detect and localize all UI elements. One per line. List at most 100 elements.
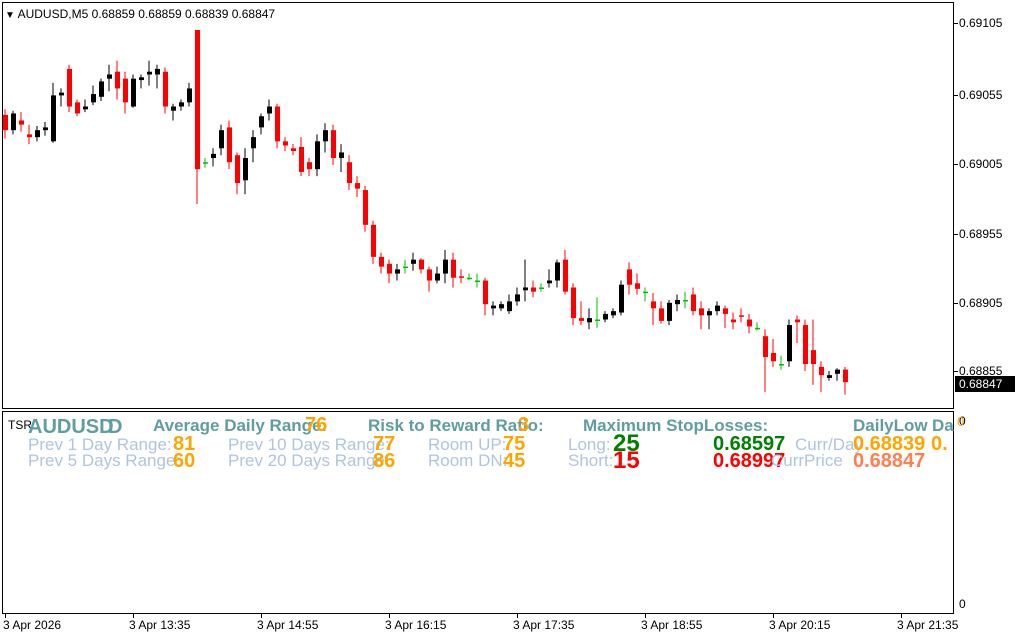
candle xyxy=(619,280,624,316)
candle xyxy=(83,99,88,113)
candle xyxy=(187,82,192,107)
candle xyxy=(203,158,208,168)
long-label: Long: xyxy=(568,435,611,454)
candle xyxy=(11,110,16,135)
candle xyxy=(443,249,448,284)
candle xyxy=(179,99,184,111)
candle xyxy=(843,366,848,395)
candle xyxy=(107,64,112,92)
indicator-pane[interactable] xyxy=(2,411,954,614)
curr-price-value: 0.68847 xyxy=(853,450,926,472)
overlay-symbol-ghost: D xyxy=(108,416,123,438)
candle xyxy=(459,269,464,284)
prev5-label: Prev 5 Days Range: xyxy=(28,451,181,470)
candle xyxy=(91,85,96,106)
overlay-right-zero: 0 xyxy=(957,414,965,429)
price-axis-label: 0.69105 xyxy=(959,16,1003,30)
avg-daily-range-value: 76 xyxy=(305,414,328,436)
prev10-value: 77 xyxy=(373,433,396,455)
room-up-label: Room UP: xyxy=(428,435,507,454)
candle xyxy=(739,308,744,323)
candle xyxy=(691,287,696,316)
candle xyxy=(251,130,256,163)
candle xyxy=(283,137,288,152)
time-axis-label: 3 Apr 14:55 xyxy=(257,618,319,632)
candle xyxy=(651,293,656,326)
candle xyxy=(331,124,336,165)
candle xyxy=(763,329,768,392)
candle xyxy=(379,252,384,274)
candle xyxy=(491,301,496,316)
price-axis-label: 0.68905 xyxy=(959,296,1003,310)
candle xyxy=(595,297,600,328)
candle xyxy=(235,152,240,195)
candle xyxy=(139,74,144,89)
symbol-header: ▼ AUDUSD,M5 0.68859 0.68859 0.68839 0.68… xyxy=(5,7,275,21)
prev5-value: 60 xyxy=(173,450,196,472)
candle xyxy=(419,258,424,274)
candle xyxy=(539,283,544,292)
max-stoploss-label: Maximum StopLosses: xyxy=(583,416,769,435)
candle xyxy=(635,273,640,295)
price-axis-label: 0.68955 xyxy=(959,227,1003,241)
short-price: 0.68997 xyxy=(713,450,786,472)
curr-price-label: CurrPrice xyxy=(771,451,843,470)
candle xyxy=(483,277,488,316)
candle xyxy=(411,252,416,271)
overlay-symbol: AUDUSD xyxy=(28,416,114,438)
candle xyxy=(603,311,608,323)
long-price: 0.68597 xyxy=(713,433,786,455)
candle xyxy=(707,308,712,330)
candle xyxy=(19,112,24,132)
candle xyxy=(51,82,56,143)
candle xyxy=(427,266,432,292)
prev10-label: Prev 10 Days Range: xyxy=(228,435,390,454)
candle xyxy=(395,263,400,281)
candle xyxy=(643,287,648,302)
dropdown-arrow-icon[interactable]: ▼ xyxy=(5,10,15,21)
candle xyxy=(219,124,224,156)
candle xyxy=(827,371,832,381)
candle xyxy=(347,155,352,191)
candle xyxy=(59,88,64,107)
candle xyxy=(547,269,552,288)
candle xyxy=(563,249,568,295)
candle xyxy=(115,60,120,100)
candle xyxy=(675,294,680,312)
candle xyxy=(811,319,816,385)
candle xyxy=(715,301,720,316)
candle xyxy=(555,259,560,288)
candle xyxy=(779,355,784,370)
price-axis-label: 0.69055 xyxy=(959,88,1003,102)
candle xyxy=(515,287,520,306)
candle xyxy=(531,280,536,298)
candle xyxy=(627,262,632,295)
candle xyxy=(803,319,808,371)
room-dn-label: Room DN: xyxy=(428,451,508,470)
candle xyxy=(307,158,312,177)
prev20-value: 86 xyxy=(373,450,396,472)
candle xyxy=(43,121,48,136)
candle xyxy=(387,259,392,284)
candle xyxy=(371,220,376,264)
room-dn-value: 45 xyxy=(503,450,526,472)
candle xyxy=(659,301,664,324)
prev20-label: Prev 20 Days Range: xyxy=(228,451,390,470)
time-axis-label: 3 Apr 13:35 xyxy=(129,618,191,632)
candle xyxy=(699,301,704,330)
long-value: 25 xyxy=(613,430,640,457)
price-axis-label: 0.69005 xyxy=(959,157,1003,171)
rr-value: 3 xyxy=(518,414,530,436)
candle xyxy=(275,103,280,149)
candle xyxy=(27,124,32,145)
candle xyxy=(355,176,360,197)
symbol-header-text: AUDUSD,M5 0.68859 0.68859 0.68839 0.6884… xyxy=(17,7,276,21)
candle xyxy=(171,103,176,121)
candle xyxy=(339,144,344,172)
time-axis-label: 3 Apr 18:55 xyxy=(641,618,703,632)
candle xyxy=(579,301,584,326)
price-chart-pane[interactable] xyxy=(2,2,954,409)
daily-high-label: Da xyxy=(932,416,954,435)
candle xyxy=(99,78,104,101)
